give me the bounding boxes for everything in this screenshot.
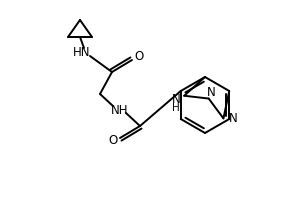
Text: N: N xyxy=(229,112,238,125)
Text: N: N xyxy=(207,86,216,99)
Text: O: O xyxy=(108,134,118,146)
Text: O: O xyxy=(134,50,144,64)
Text: NH: NH xyxy=(111,104,129,116)
Text: H: H xyxy=(172,103,180,113)
Text: HN: HN xyxy=(73,46,91,60)
Text: N: N xyxy=(172,93,181,106)
